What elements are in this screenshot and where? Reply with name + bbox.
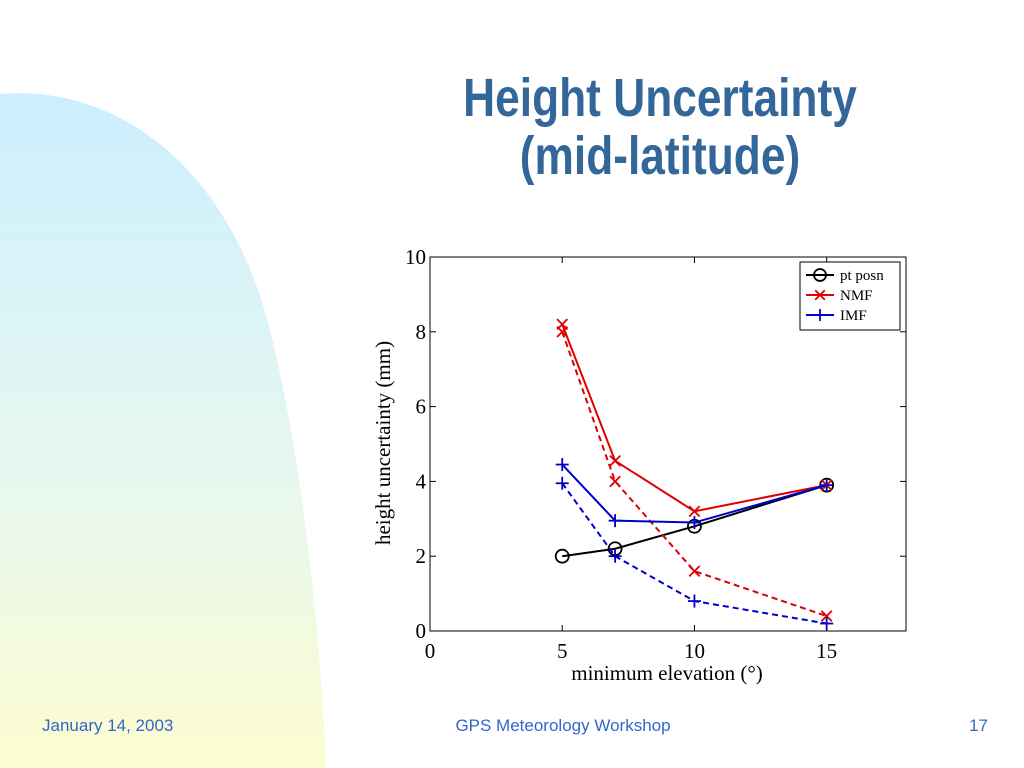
- legend-box: [799, 261, 901, 331]
- series-line-pt-posn-solid: [562, 484, 827, 558]
- data-point: [820, 617, 834, 631]
- data-point: [820, 478, 834, 492]
- y-tick-label: 6: [416, 395, 427, 419]
- y-tick-label: 0: [416, 619, 427, 643]
- legend-marker: [814, 289, 826, 301]
- data-point: [609, 454, 621, 467]
- data-point: [609, 475, 621, 488]
- data-point: [556, 325, 569, 338]
- data-point: [820, 610, 833, 622]
- legend-entry: NMF: [840, 288, 873, 304]
- y-tick-label: 10: [405, 245, 426, 269]
- data-point: [555, 458, 569, 472]
- data-point: [608, 514, 622, 528]
- legend-entry: IMF: [840, 308, 867, 324]
- x-axis-label: minimum elevation (°): [571, 661, 763, 685]
- x-tick-label: 5: [557, 639, 568, 663]
- data-point: [554, 548, 570, 564]
- footer-event-name: GPS Meteorology Workshop: [455, 716, 671, 735]
- y-tick-label: 4: [416, 469, 427, 493]
- series-line-imf-solid: [561, 463, 827, 524]
- x-tick-label: 10: [684, 639, 705, 663]
- slide-title-line1: Height Uncertainty: [463, 68, 857, 128]
- x-tick-label: 0: [425, 639, 436, 663]
- data-point: [687, 516, 701, 530]
- series-line-imf-dashed: [561, 482, 827, 625]
- data-point: [688, 505, 701, 518]
- legend-marker: [813, 268, 827, 282]
- legend-marker: [814, 309, 826, 321]
- height-uncertainty-chart: 0 5 10 15 0 2 4 6 8 10 pt posn NMF IMF minimum elev…: [371, 245, 907, 685]
- data-point: [608, 549, 622, 563]
- slide-title-line2: (mid-latitude): [519, 126, 801, 186]
- data-point: [687, 594, 701, 608]
- series-line-nmf-solid: [561, 323, 827, 513]
- y-tick-label: 2: [416, 544, 427, 568]
- y-tick-label: 8: [416, 320, 427, 344]
- legend-entry: pt posn: [840, 268, 884, 284]
- data-point: [688, 565, 701, 577]
- x-tick-label: 15: [816, 639, 837, 663]
- footer-page-number: 17: [969, 716, 988, 735]
- footer-date: January 14, 2003: [42, 716, 174, 735]
- y-axis-label: height uncertainty (mm): [371, 341, 395, 545]
- data-point: [555, 476, 569, 490]
